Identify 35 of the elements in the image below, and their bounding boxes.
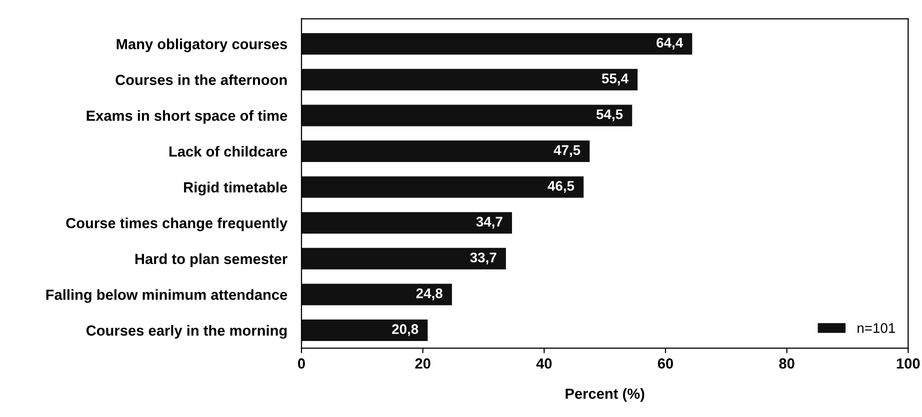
bar [301,140,590,162]
bar [301,176,584,198]
x-tick-label: 0 [298,358,305,369]
data-label: 54,5 [596,109,623,122]
x-axis-title: Percent (%) [566,388,644,402]
y-tick-label: Courses in the afternoon [116,74,287,86]
bar [301,33,692,55]
bar [301,248,506,270]
x-tick-label: 40 [536,358,552,369]
x-tick-label: 60 [658,358,674,369]
x-tick-label: 20 [415,358,430,369]
y-tick-label: Lack of childcare [169,146,288,157]
data-label: 20,8 [392,324,418,336]
data-label: 55,4 [602,74,628,86]
y-tick-label: Exams in short space of time [86,110,288,124]
data-label: 33,7 [470,252,496,264]
bar [301,320,428,342]
data-label: 24,8 [416,288,442,300]
y-tick-label: Hard to plan semester [135,253,288,267]
data-label: 64,4 [656,38,684,50]
data-label: 34,7 [476,216,502,229]
bar [301,284,452,306]
x-tick-label: 100 [896,358,920,369]
bar [301,104,632,126]
x-tick-label: 80 [779,358,794,369]
bar [301,68,638,90]
data-label: 46,5 [548,180,574,193]
legend-label: n=101 [858,323,895,333]
y-tick-label: Falling below minimum attendance [46,289,288,303]
y-tick-label: Many obligatory courses [116,38,288,52]
y-tick-label: Courses early in the morning [86,325,287,339]
bar [301,212,512,234]
y-tick-label: Course times change frequently [66,218,288,232]
data-label: 47,5 [554,145,580,157]
y-tick-label: Rigid timetable [184,182,288,196]
